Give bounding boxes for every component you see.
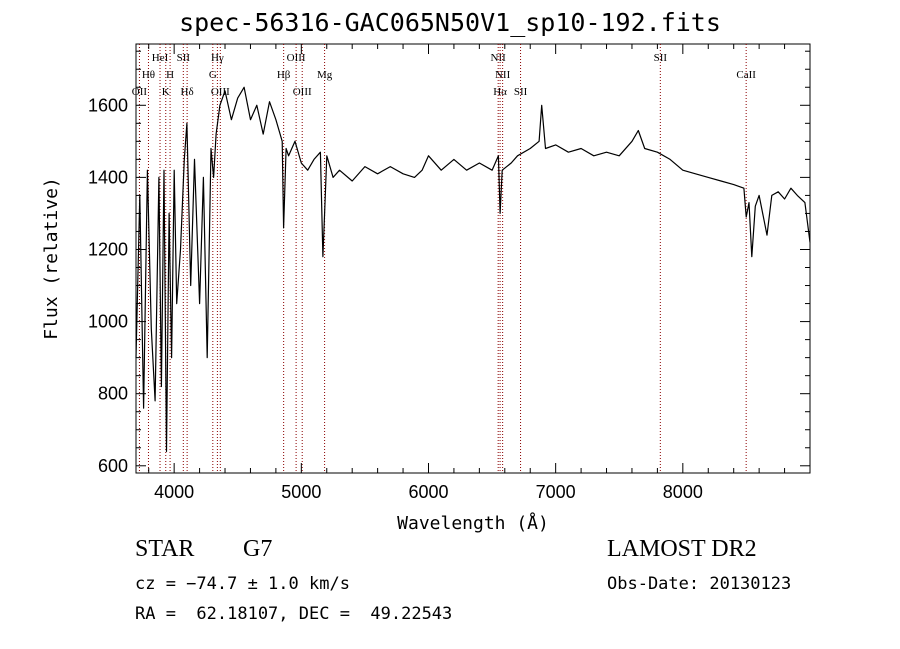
- spectral-line-label: K: [162, 86, 170, 98]
- spectral-line-label: CaII: [736, 69, 756, 81]
- x-tick-label: 8000: [663, 482, 703, 502]
- y-axis-title: Flux (relative): [41, 177, 62, 340]
- spectrum-trace: [135, 86, 811, 452]
- spectral-line-label: HeI: [152, 52, 169, 64]
- chart-title: spec-56316-GAC065N50V1_sp10-192.fits: [179, 8, 721, 37]
- spectral-line-label: Hθ: [142, 69, 155, 81]
- y-tick-label: 1200: [88, 239, 128, 259]
- spectral-line-label: Hδ: [181, 86, 194, 98]
- redshift-label: cz = −74.7 ± 1.0 km/s: [135, 574, 350, 594]
- survey-label: LAMOST DR2: [607, 536, 757, 562]
- spectral-line-label: Hγ: [211, 52, 224, 64]
- star-subclass-label: G7: [243, 536, 273, 562]
- y-tick-label: 600: [98, 456, 128, 476]
- x-tick-label: 4000: [154, 482, 194, 502]
- obs-date-label: Obs-Date: 20130123: [607, 574, 792, 594]
- spectral-line-label: NII: [495, 69, 511, 81]
- x-tick-label: 7000: [536, 482, 576, 502]
- spectral-line-label: OIII: [293, 86, 312, 98]
- spectral-line-label: H: [166, 69, 174, 81]
- y-tick-label: 1600: [88, 95, 128, 115]
- y-tick-label: 800: [98, 384, 128, 404]
- star-class-label: STAR: [135, 536, 195, 562]
- x-tick-label: 6000: [408, 482, 448, 502]
- x-tick-label: 5000: [281, 482, 321, 502]
- y-tick-label: 1400: [88, 167, 128, 187]
- spectral-line-label: G: [209, 69, 217, 81]
- spectral-line-label: NII: [491, 52, 507, 64]
- spectral-line-label: SII: [654, 52, 668, 64]
- spectral-line-label: SII: [514, 86, 528, 98]
- coordinates-label: RA = 62.18107, DEC = 49.22543: [135, 604, 453, 624]
- spectral-line-label: Hα: [493, 86, 507, 98]
- y-tick-label: 1000: [88, 312, 128, 332]
- spectral-line-label: SII: [177, 52, 191, 64]
- x-axis-title: Wavelength (Å): [397, 512, 549, 534]
- plot-frame: [135, 43, 811, 474]
- spectral-line-label: OIII: [211, 86, 230, 98]
- spectral-line-label: OII: [132, 86, 148, 98]
- spectral-line-label: OIII: [287, 52, 306, 64]
- spectral-line-label: Hβ: [277, 69, 291, 81]
- spectral-line-label: Mg: [317, 69, 333, 81]
